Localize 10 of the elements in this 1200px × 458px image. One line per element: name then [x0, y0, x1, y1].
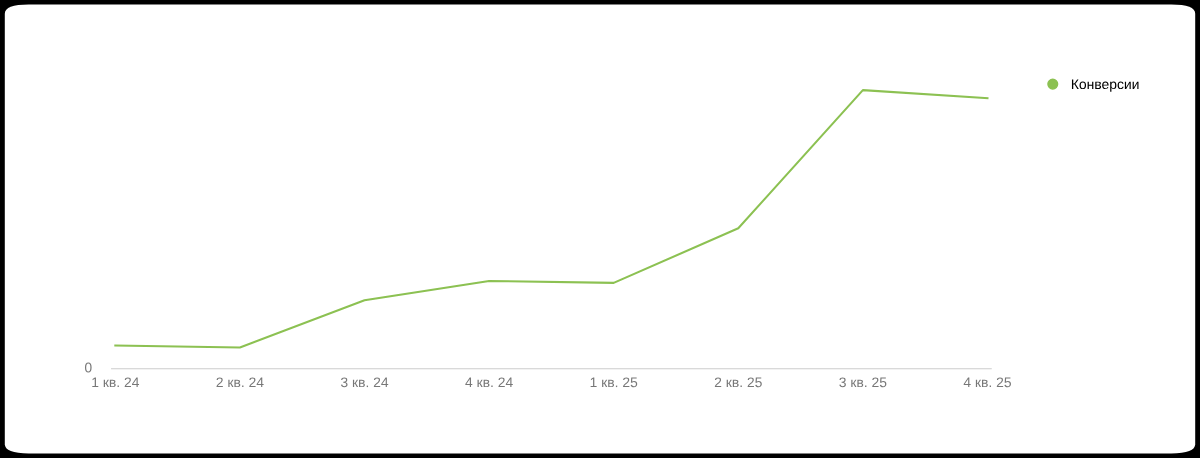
x-tick-label: 3 кв. 25: [839, 377, 887, 388]
text: 0: [84, 362, 92, 373]
x-tick-label: 1 кв. 24: [92, 377, 140, 388]
x-tick-label: 1 кв. 25: [590, 377, 638, 388]
x-tick-label: 2 кв. 25: [714, 377, 762, 388]
x-tick-label: 3 кв. 24: [340, 377, 389, 388]
x-tick-label: 2 кв. 24: [216, 377, 264, 388]
legend-label: Конверсии: [1071, 79, 1139, 92]
x-tick-label: 4 кв. 24: [465, 377, 513, 388]
x-tick-label: 4 кв. 25: [963, 377, 1011, 388]
